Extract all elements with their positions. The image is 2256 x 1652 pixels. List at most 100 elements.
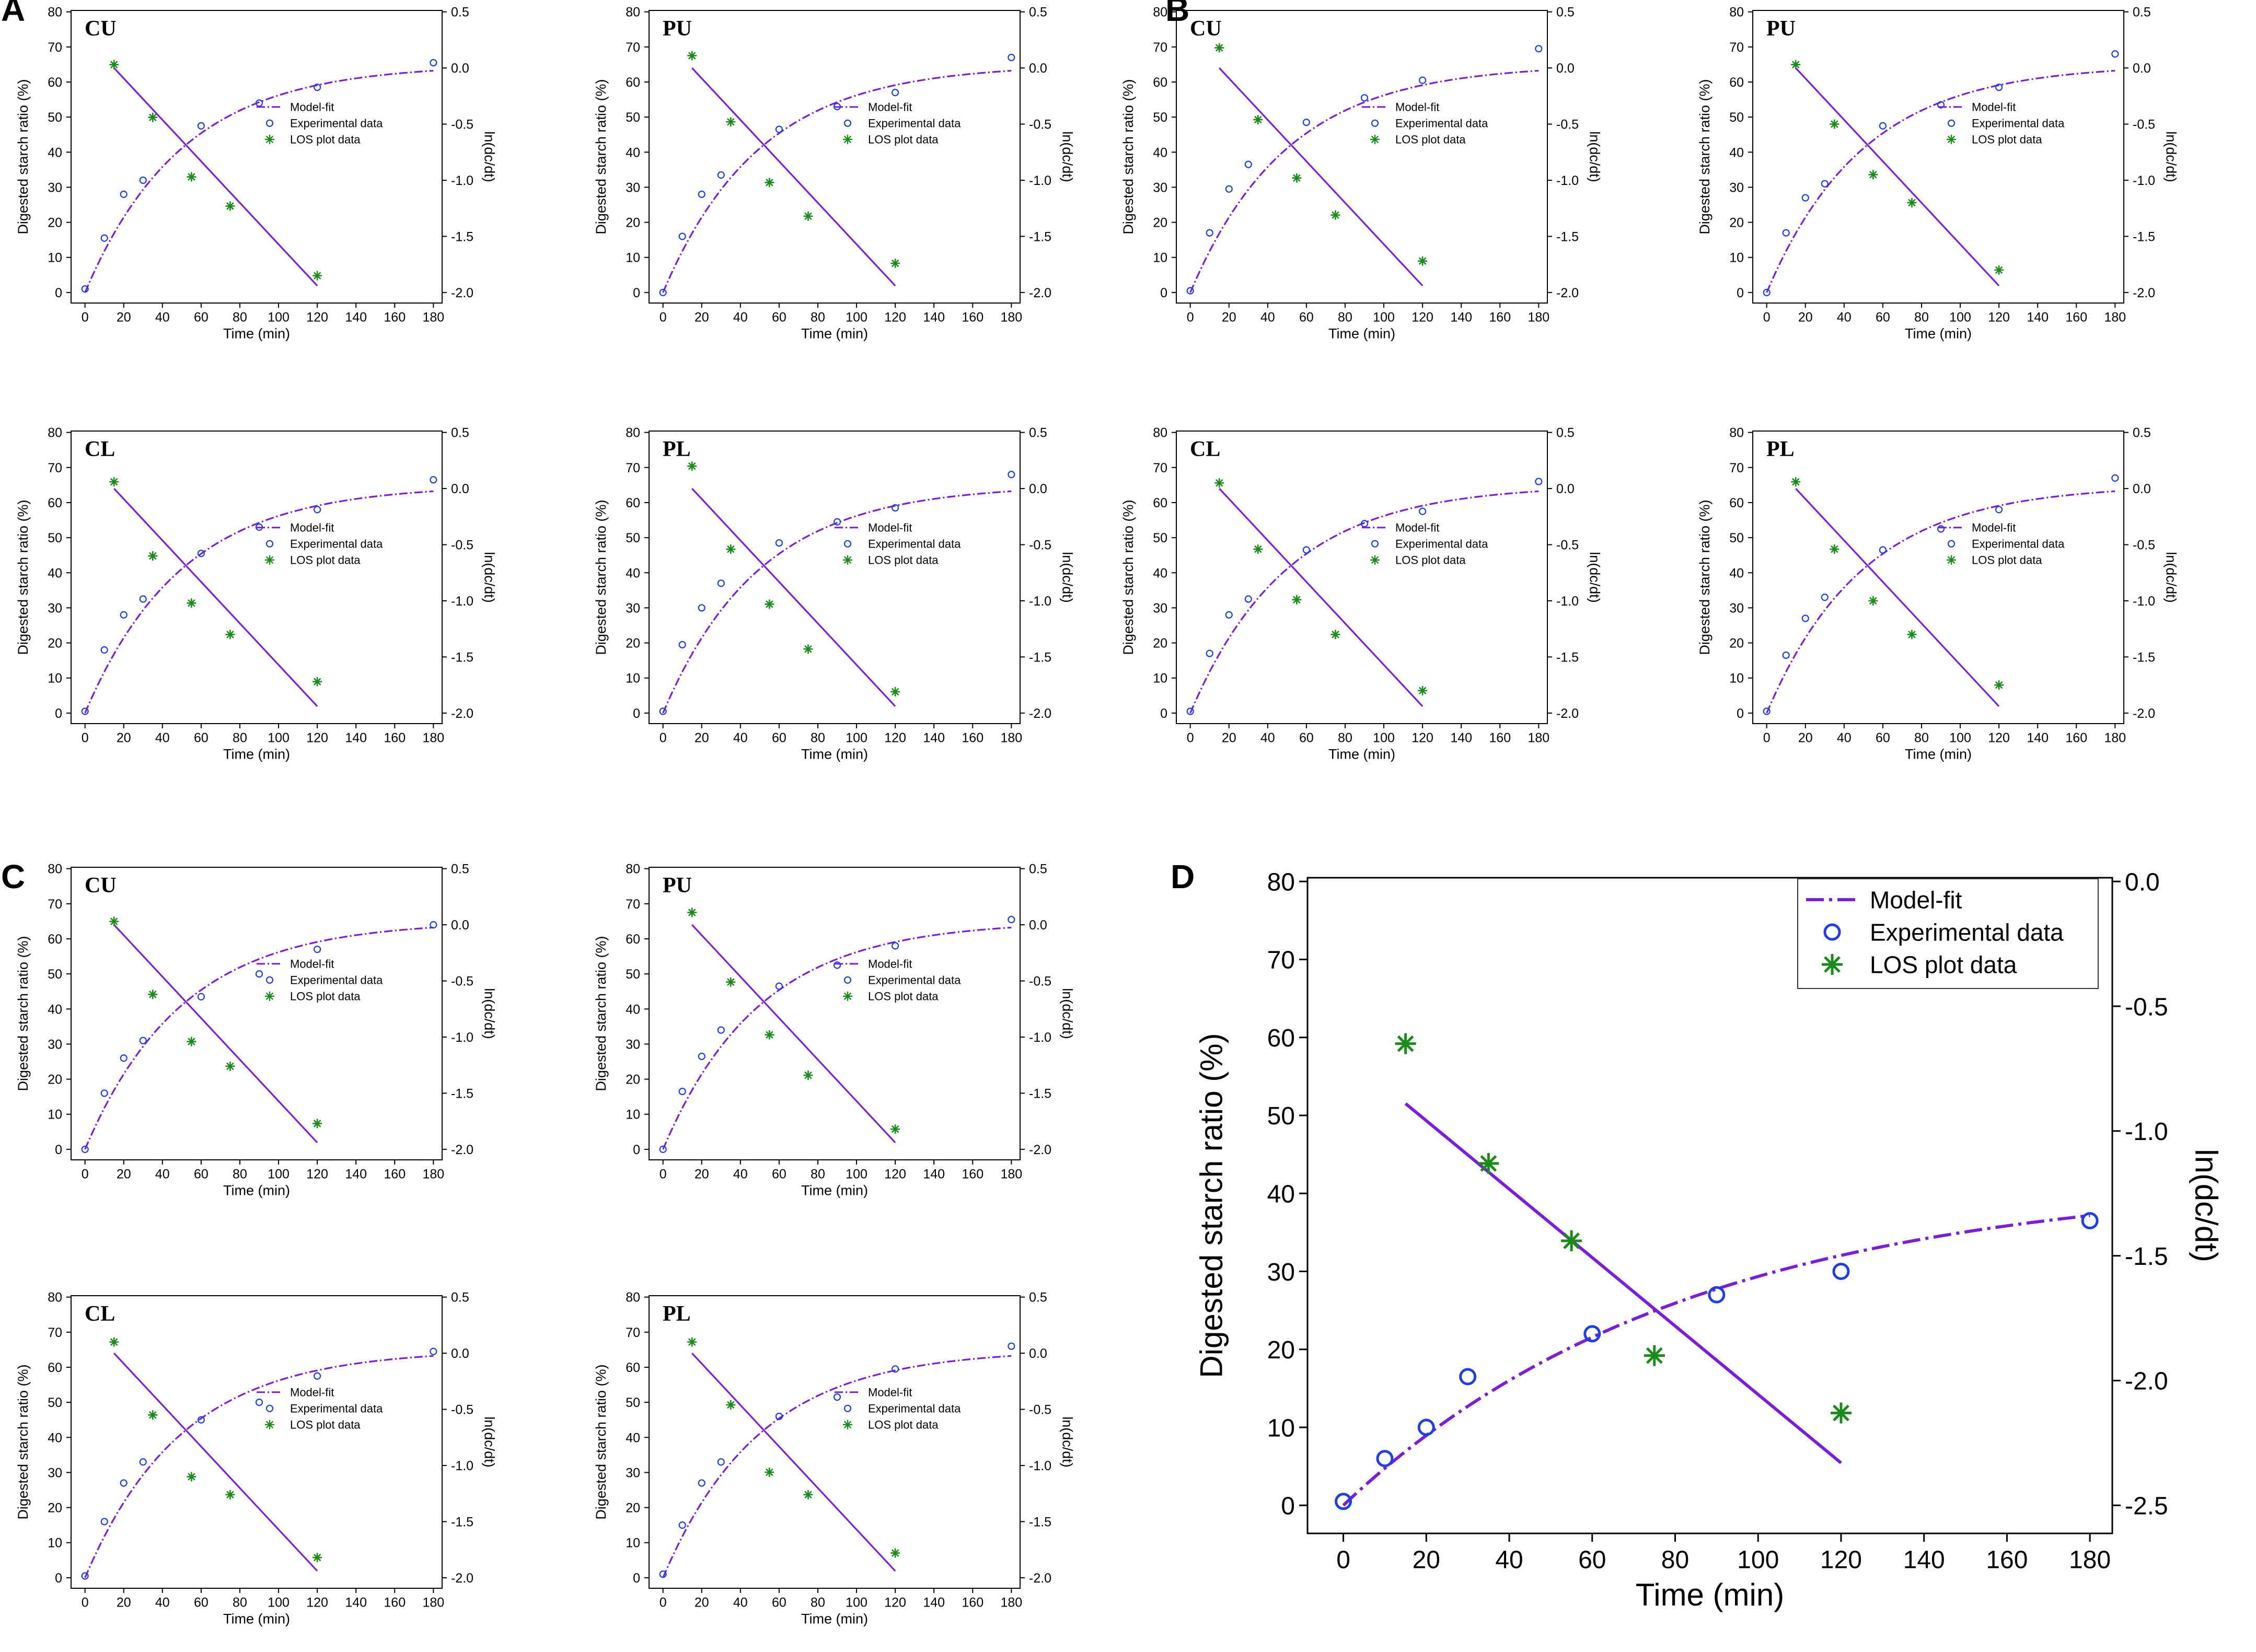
experimental-point [1186,287,1194,295]
y2-tick-label: -0.5 [2133,118,2155,132]
los-point-stroke [1908,631,1916,638]
chart-title: PU [1766,17,1796,41]
experimental-point [1244,595,1252,603]
x-tick-label: 60 [1299,310,1314,324]
legend-label: Experimental data [290,1402,383,1415]
plot-frame [1752,431,2124,724]
los-point-stroke [727,978,735,986]
los-point [187,1472,196,1482]
x-axis-label: Time (min) [801,1183,868,1199]
y-tick-label: 0 [55,1143,62,1157]
x-tick-label: 0 [1763,310,1771,324]
los-point [726,1400,736,1410]
experimental-point [1244,160,1252,168]
legend-label: LOS plot data [290,133,361,146]
experimental-point [139,1458,147,1466]
experimental-point [833,518,841,526]
x-tick-label: 80 [233,1167,247,1181]
experimental-point [892,89,899,97]
plot-frame [649,10,1021,304]
x-tick-label: 20 [117,730,131,745]
y-tick-label: 70 [48,461,62,475]
x-tick-label: 120 [884,1595,906,1610]
panel-letter-C: C [1,858,25,895]
x-tick-label: 80 [1661,1546,1689,1574]
y-tick-label: 0 [633,1571,640,1586]
los-point-stroke [891,1549,899,1557]
chart-panel-B-pu: 0 20 40 60 80 100 120 140 160 180 0 10 20 30 40 50 60 70 8… [1697,5,2179,342]
y-tick-label: 80 [1729,5,1744,20]
y2-tick-label: 0.0 [451,918,469,933]
y2-tick-label: -2.0 [2133,286,2155,300]
x-tick-label: 0 [660,1595,667,1610]
x-tick-label: 180 [2104,310,2126,324]
y-tick-label: 60 [626,496,640,510]
x-tick-label: 0 [82,1595,89,1610]
y-tick-label: 30 [626,180,640,195]
y2-tick-label: -2.0 [2133,706,2155,721]
legend-los-swatch [265,1420,274,1429]
legend-label: Model-fit [1870,887,1962,914]
los-point-stroke [149,1411,157,1419]
y2-tick-label: 0.5 [451,426,469,440]
model-fit-curve [84,1355,434,1578]
y2-tick-label: -2.0 [451,1571,473,1586]
x-tick-label: 40 [733,1595,748,1610]
y2-tick-label: -1.5 [1029,1086,1051,1101]
y2-tick-label: -1.5 [451,1515,473,1529]
y-tick-label: 60 [626,932,640,947]
x-tick-label: 0 [1336,1546,1350,1574]
legend-los-stroke [1824,956,1841,973]
legend-los-stroke [265,556,274,564]
plot-frame [1306,877,2113,1534]
experimental-point [1206,229,1213,237]
y2-tick-label: -2.0 [1029,1571,1051,1586]
y-tick-label: 30 [1729,601,1744,615]
chart-panel-B-cu: 0 20 40 60 80 100 120 140 160 180 0 10 20 30 40 50 60 70 8… [1120,5,1602,342]
x-tick-label: 60 [194,730,209,745]
plot-frame [1752,10,2124,304]
los-point-stroke [1869,597,1877,605]
x-tick-label: 40 [733,1167,748,1181]
los-point-stroke [226,631,234,638]
los-point [1292,595,1302,604]
x-tick-label: 140 [2027,310,2049,324]
los-point-stroke [110,478,118,486]
y-tick-label: 20 [1153,636,1167,651]
legend-experimental-swatch [843,1404,852,1412]
experimental-point [775,982,783,990]
legend-label: Model-fit [1972,101,2016,114]
experimental-point [197,993,205,1000]
legend-los-stroke [843,992,852,1000]
x-tick-label: 60 [1299,730,1314,745]
y-tick-label: 40 [1729,566,1744,580]
y-tick-label: 70 [48,897,62,912]
x-tick-label: 180 [1528,730,1549,745]
experimental-point [717,1458,725,1466]
y-tick-label: 70 [1153,40,1167,55]
model-fit-curve [1342,1214,2090,1507]
los-point [187,1037,196,1046]
y-tick-label: 20 [48,1501,62,1516]
x-tick-label: 0 [660,730,667,745]
chart-panel-B-cl: 0 20 40 60 80 100 120 140 160 180 0 10 20 30 40 50 60 70 8… [1120,426,1602,762]
y2-tick-label: -0.5 [2133,538,2155,553]
y2-tick-label: 0.5 [2133,5,2151,20]
los-point-stroke [1215,44,1223,52]
los-point [148,1410,158,1420]
y-tick-label: 40 [48,145,62,160]
los-point [1868,170,1878,180]
x-axis-label: Time (min) [223,1183,290,1199]
x-tick-label: 40 [155,1595,170,1610]
legend-los-swatch [265,991,274,1001]
los-point-stroke [110,1338,118,1346]
y-tick-label: 10 [48,251,62,265]
x-tick-label: 120 [1412,730,1433,745]
los-fit-line [113,488,318,707]
y2-tick-label: -0.5 [1029,118,1051,132]
los-point [1418,256,1428,266]
los-point-stroke [1215,479,1223,487]
x-tick-label: 20 [117,310,131,324]
los-point-stroke [149,113,157,121]
y-axis-label: Digested starch ratio (%) [15,1364,31,1519]
